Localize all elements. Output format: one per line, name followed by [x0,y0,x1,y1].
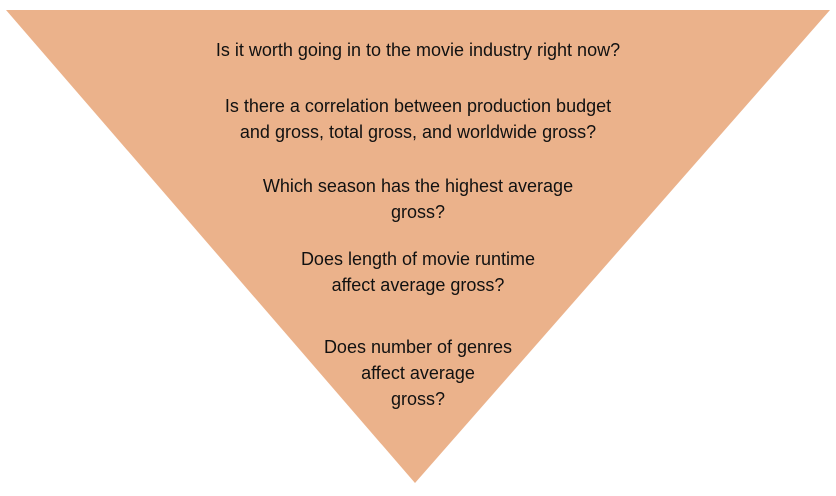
funnel-level-4-line-1: Does length of movie runtime [300,249,536,269]
funnel-level-2-line-2: and gross, total gross, and worldwide gr… [239,122,597,142]
funnel-level-2: Is there a correlation between productio… [0,93,836,145]
funnel-level-1: Is it worth going in to the movie indust… [0,37,836,63]
inverted-triangle-shape [6,10,830,483]
funnel-level-5-line-2: affect average [361,363,475,383]
funnel-level-4: Does length of movie runtime affect aver… [0,246,836,298]
funnel-level-5: Does number of genres affect average gro… [0,334,836,412]
funnel-level-1-line-1: Is it worth going in to the movie indust… [215,40,621,60]
funnel-level-3-line-1: Which season has the highest average [262,176,574,196]
funnel-level-4-line-2: affect average gross? [331,275,505,295]
funnel-level-5-line-3: gross? [390,389,446,409]
funnel-level-2-line-1: Is there a correlation between productio… [224,96,612,116]
funnel-level-3-line-2: gross? [390,202,446,222]
funnel-level-3: Which season has the highest average gro… [0,173,836,225]
funnel-level-5-line-1: Does number of genres [323,337,513,357]
